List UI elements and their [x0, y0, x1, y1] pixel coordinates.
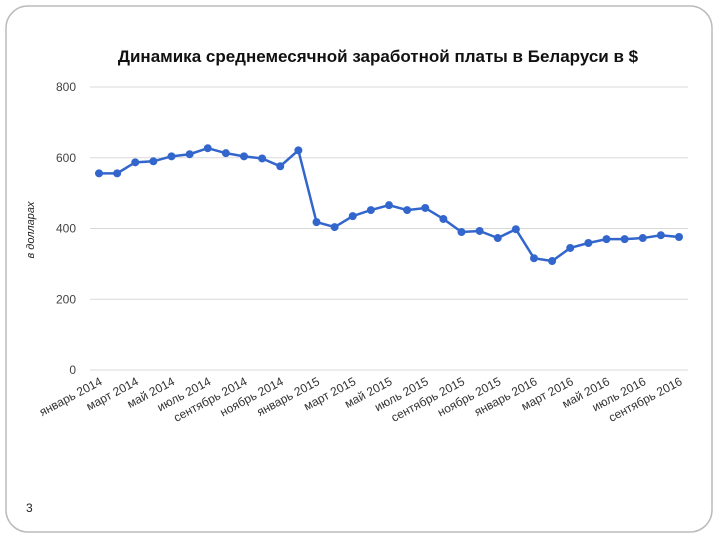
y-axis-label: в долларах: [25, 201, 37, 259]
data-point: [566, 243, 575, 252]
data-point: [366, 206, 375, 215]
data-point: [530, 254, 538, 263]
slide-frame: [5, 5, 713, 533]
data-point: [221, 149, 230, 158]
data-point: [403, 206, 412, 215]
y-tick-label: 600: [56, 151, 76, 165]
y-tick-label: 400: [56, 222, 76, 236]
chart-title: Динамика среднемесячной заработной платы…: [118, 47, 639, 66]
data-point: [330, 223, 339, 232]
data-point: [95, 169, 103, 178]
data-point: [185, 150, 194, 159]
y-tick-label: 800: [56, 80, 76, 94]
data-point: [149, 157, 158, 166]
data-point: [638, 234, 647, 243]
data-point: [240, 152, 248, 161]
data-point: [511, 225, 520, 234]
data-point: [348, 212, 357, 221]
data-point: [475, 226, 484, 235]
data-point: [602, 235, 611, 244]
data-point: [385, 201, 393, 210]
data-point: [276, 162, 285, 171]
y-tick-label: 200: [56, 292, 76, 306]
data-point: [294, 146, 303, 155]
data-point: [258, 154, 267, 163]
data-point: [675, 232, 683, 241]
data-point: [203, 144, 212, 153]
page-number: 3: [26, 501, 33, 515]
data-point: [493, 234, 502, 243]
data-point: [421, 203, 430, 212]
data-point: [167, 152, 176, 161]
data-point: [457, 228, 466, 237]
y-tick-label: 0: [69, 363, 76, 377]
data-point: [113, 169, 122, 178]
data-point: [312, 218, 321, 227]
data-point: [439, 214, 448, 223]
data-point: [131, 158, 140, 167]
data-point: [548, 257, 557, 266]
data-point: [584, 239, 593, 248]
data-point: [656, 231, 665, 240]
data-point: [620, 235, 629, 244]
